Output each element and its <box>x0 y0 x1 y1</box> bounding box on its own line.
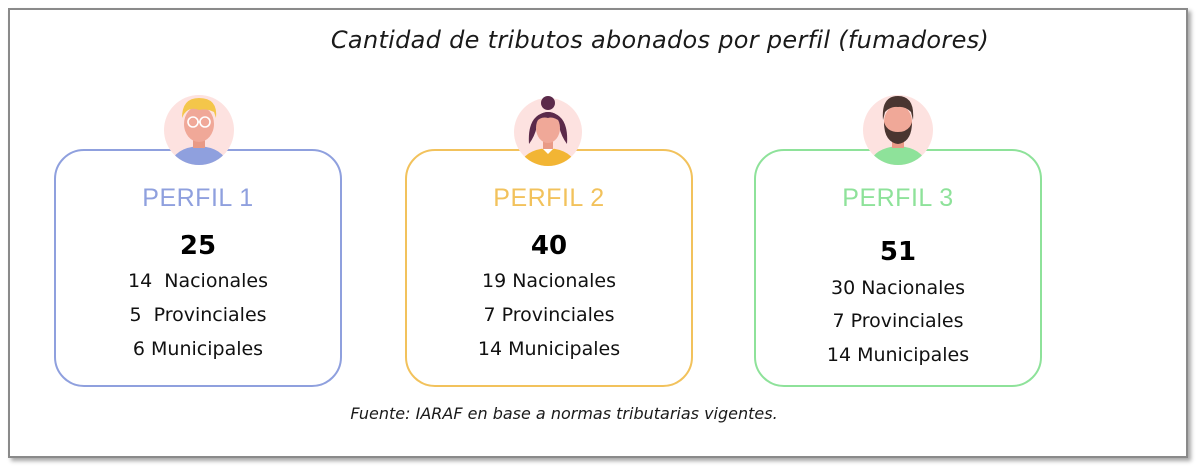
profile-card-1: PERFIL 1 25 14 Nacionales 5 Provinciales… <box>54 149 342 387</box>
figure-title: Cantidad de tributos abonados por perfil… <box>330 26 990 54</box>
profile-municipales: 6 Municipales <box>132 338 264 360</box>
profile-total: 40 <box>530 231 568 261</box>
profile-nacionales: 14 Nacionales <box>127 270 268 292</box>
profile-provinciales: 5 Provinciales <box>129 304 267 326</box>
source-note: Fuente: IARAF en base a normas tributari… <box>350 404 778 423</box>
profile-total: 25 <box>179 231 217 261</box>
profile-name: PERFIL 1 <box>142 184 254 212</box>
profile-total: 51 <box>879 237 917 267</box>
profile-municipales: 14 Municipales <box>477 338 621 360</box>
profile-nacionales: 19 Nacionales <box>482 270 616 292</box>
profile-provinciales: 7 Provinciales <box>483 304 615 326</box>
profile-name: PERFIL 3 <box>842 184 954 212</box>
bearded-man-icon <box>863 95 933 165</box>
profile-name: PERFIL 2 <box>493 184 605 212</box>
profile-card-3: PERFIL 3 51 30 Nacionales 7 Provinciales… <box>754 149 1042 387</box>
woman-bun-icon <box>514 96 582 166</box>
profile-nacionales: 30 Nacionales <box>831 277 965 299</box>
man-glasses-icon <box>164 95 234 165</box>
profile-provinciales: 7 Provinciales <box>832 310 964 332</box>
profile-card-2: PERFIL 2 40 19 Nacionales 7 Provinciales… <box>405 149 693 387</box>
profile-municipales: 14 Municipales <box>826 344 970 366</box>
